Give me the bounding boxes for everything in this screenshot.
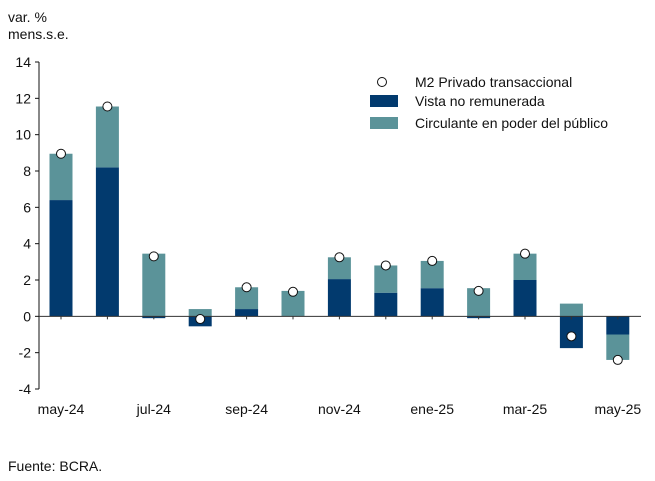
legend-entry: Circulante en poder del público [415, 115, 608, 131]
bar [49, 153, 73, 201]
legend-marker-swatch [377, 77, 387, 87]
marker-point [380, 260, 391, 271]
marker-point [288, 286, 298, 297]
y-tick-label: -2 [19, 345, 32, 361]
marker-point [612, 354, 623, 365]
x-tick-label: mar-25 [503, 401, 548, 417]
bar [606, 334, 630, 360]
y-tick-label: 0 [23, 308, 31, 324]
bar [513, 253, 537, 280]
bar [327, 257, 351, 280]
bar [235, 287, 259, 310]
y-tick-label: 2 [23, 272, 31, 288]
bar [606, 316, 630, 335]
marker-point [56, 148, 66, 159]
marker-point [473, 285, 484, 296]
legend: M2 Privado transaccional Vista no remuner… [370, 74, 608, 131]
bar [188, 309, 212, 317]
marker-point [566, 331, 577, 342]
x-tick-label: sep-24 [225, 401, 268, 417]
legend-entry: Vista no remunerada [415, 93, 545, 109]
bar [95, 106, 119, 168]
y-tick-label: 6 [23, 199, 31, 215]
source-note: Fuente: BCRA. [8, 458, 103, 474]
y-axis-label-line: mens.s.e. [8, 26, 69, 42]
bar [49, 200, 73, 317]
y-axis-label: var. % mens.s.e. [8, 9, 69, 42]
x-tick-label: nov-24 [318, 401, 361, 417]
y-tick-label: 14 [15, 54, 31, 70]
marker-point [241, 282, 252, 293]
marker-point [334, 252, 345, 263]
bar [513, 280, 537, 317]
x-tick-label: jul-24 [136, 401, 171, 417]
bar [374, 292, 398, 317]
bar [420, 260, 444, 289]
bar [281, 290, 305, 317]
bar [374, 265, 398, 293]
y-axis-label-line: var. % [8, 9, 47, 25]
x-tick-label: may-24 [38, 401, 85, 417]
bar [95, 167, 119, 317]
bar [235, 309, 259, 317]
legend-bar-swatch [370, 117, 398, 129]
bar [420, 288, 444, 317]
y-tick-label: 10 [15, 127, 31, 143]
y-tick-label: 8 [23, 163, 31, 179]
marker-point [102, 101, 113, 112]
marker-point [148, 251, 159, 262]
x-tick-label: may-25 [594, 401, 641, 417]
y-tick-label: 4 [23, 236, 31, 252]
marker-point [520, 248, 530, 259]
marker-point [427, 255, 438, 266]
bar [142, 253, 166, 317]
legend-bar-swatch [370, 95, 398, 107]
legend-entry: M2 Privado transaccional [415, 74, 572, 90]
bar [559, 303, 583, 317]
y-tick-label: 12 [15, 90, 31, 106]
bar [467, 288, 491, 317]
y-tick-label: -4 [19, 381, 32, 397]
marker-point [195, 314, 206, 325]
bar [327, 279, 351, 317]
x-tick-label: ene-25 [410, 401, 454, 417]
